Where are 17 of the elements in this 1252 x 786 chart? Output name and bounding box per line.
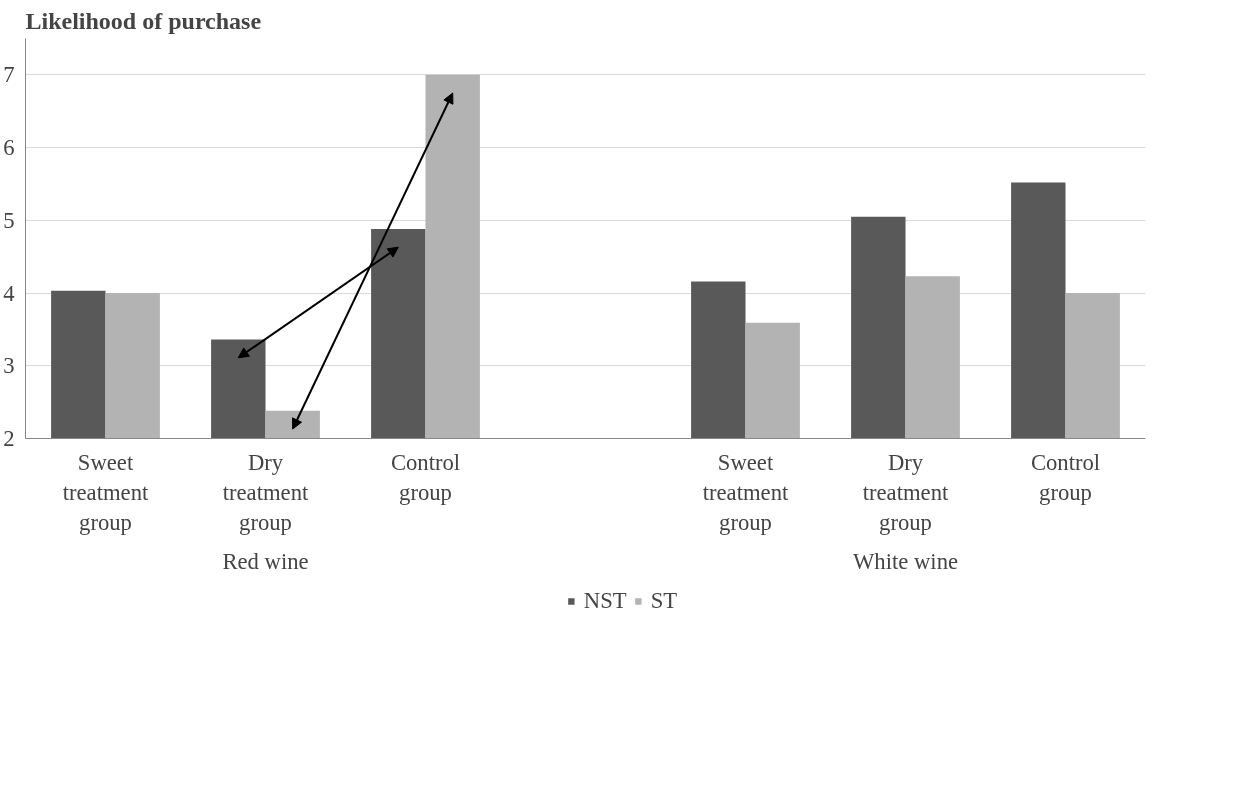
x-tick-label: Sweet treatment group xyxy=(702,449,789,535)
legend-label: NST xyxy=(583,588,627,614)
y-tick-label: 4 xyxy=(3,280,15,306)
legend-label: ST xyxy=(650,588,678,614)
x-tick-label: Dry treatment group xyxy=(862,449,949,535)
x-tick-label: Control group xyxy=(1030,449,1101,505)
y-tick-label: 3 xyxy=(3,353,15,379)
y-tick-label: 2 xyxy=(3,426,15,451)
x-tick-label: Control group xyxy=(390,449,461,505)
y-tick-label: 6 xyxy=(3,135,15,161)
y-tick-label: 5 xyxy=(3,207,15,233)
x-tick-label: Sweet treatment group xyxy=(62,449,149,535)
x-tick-label: Dry treatment group xyxy=(222,449,309,535)
chart-title: Likelihood of purchase xyxy=(25,7,262,34)
text: Red wine xyxy=(222,548,309,574)
text: White wine xyxy=(852,548,959,574)
y-tick-label: 7 xyxy=(3,62,15,88)
